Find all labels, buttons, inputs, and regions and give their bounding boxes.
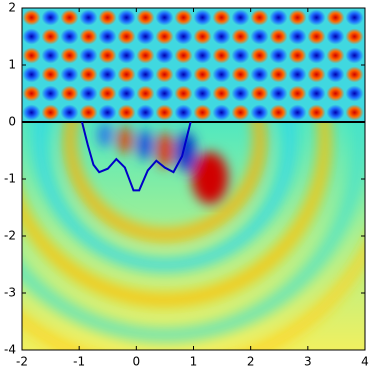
x-tick-label: 3 (304, 355, 312, 369)
x-tick-label: -1 (73, 355, 85, 369)
y-tick-label: -3 (4, 286, 16, 300)
y-tick-label: -4 (4, 343, 16, 357)
y-tick-label: -2 (4, 229, 16, 243)
y-tick-label: 0 (8, 115, 16, 129)
y-tick-label: -1 (4, 172, 16, 186)
x-tick-label: -2 (16, 355, 28, 369)
field-upper (22, 8, 365, 122)
x-tick-label: 2 (247, 355, 255, 369)
line (81, 121, 192, 192)
y-tick-label: 2 (8, 1, 16, 15)
y-tick-label: 1 (8, 58, 16, 72)
x-tick-label: 0 (133, 355, 141, 369)
x-tick-label: 1 (190, 355, 198, 369)
x-tick-label: 4 (361, 355, 369, 369)
